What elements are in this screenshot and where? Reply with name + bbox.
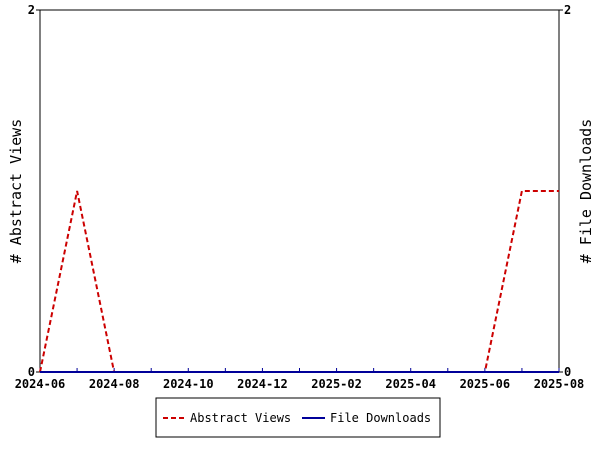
x-tick-label: 2024-08 bbox=[89, 377, 140, 391]
x-tick-label: 2024-06 bbox=[15, 377, 66, 391]
y-left-axis-title: # Abstract Views bbox=[7, 119, 25, 264]
x-tick-label: 2024-10 bbox=[163, 377, 214, 391]
x-tick-label: 2025-06 bbox=[460, 377, 511, 391]
x-tick-label: 2025-04 bbox=[385, 377, 436, 391]
plot-area bbox=[39, 9, 560, 373]
x-tick-label: 2024-12 bbox=[237, 377, 288, 391]
y-left-tick-min: 0 bbox=[28, 365, 35, 379]
x-axis-tick-labels: 2024-06 2024-08 2024-10 2024-12 2025-02 2025-… bbox=[15, 377, 585, 391]
y-right-tick-max: 2 bbox=[564, 3, 571, 17]
legend: Abstract Views File Downloads bbox=[155, 397, 441, 438]
y-axis-ticks bbox=[36, 9, 563, 373]
y-left-tick-max: 2 bbox=[28, 3, 35, 17]
y-right-axis-title: # File Downloads bbox=[577, 119, 595, 264]
legend-box bbox=[155, 397, 441, 438]
series-layer bbox=[39, 190, 559, 373]
x-tick-label: 2025-08 bbox=[534, 377, 585, 391]
y-right-tick-min: 0 bbox=[564, 365, 571, 379]
legend-label-file-downloads: File Downloads bbox=[330, 411, 431, 425]
x-tick-label: 2025-02 bbox=[311, 377, 362, 391]
legend-label-abstract-views: Abstract Views bbox=[190, 411, 291, 425]
